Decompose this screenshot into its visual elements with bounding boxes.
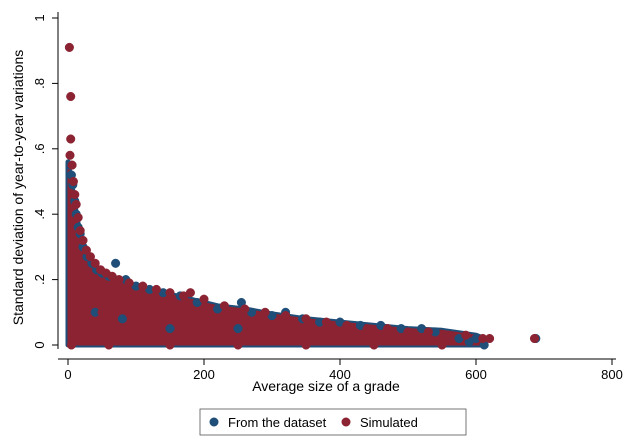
simulated-point [138, 281, 148, 291]
simulated-point [185, 288, 195, 298]
dataset-point [117, 314, 127, 324]
simulated-point [85, 252, 95, 262]
simulated-point [67, 160, 77, 170]
legend-marker-dataset [209, 417, 219, 427]
x-tick-label: 200 [193, 367, 215, 382]
legend-label-simulated: Simulated [360, 415, 418, 430]
simulated-point [97, 307, 107, 317]
legend: From the dataset Simulated [199, 408, 467, 436]
simulated-point [529, 333, 540, 344]
x-tick-label: 400 [329, 367, 351, 382]
simulated-point [165, 288, 175, 298]
simulated-point [104, 340, 114, 350]
simulated-point [68, 176, 78, 187]
x-tick-label: 0 [64, 367, 71, 382]
simulated-point [64, 42, 74, 52]
simulated-point [81, 245, 91, 255]
y-tick-label: .2 [32, 274, 47, 285]
simulated-point [66, 91, 76, 102]
simulated-point [444, 330, 454, 340]
simulated-point [281, 311, 291, 321]
simulated-point [75, 226, 85, 236]
simulated-point [131, 317, 141, 327]
simulated-point [383, 324, 393, 334]
dataset-point [165, 324, 175, 334]
legend-box [199, 408, 467, 436]
simulated-point [114, 275, 124, 285]
simulated-point [342, 320, 352, 330]
simulated-point [240, 304, 250, 314]
simulated-point [165, 340, 175, 350]
simulated-point [437, 340, 447, 350]
points-layer [64, 42, 541, 350]
y-axis-title: Standard deviation of year-to-year varia… [10, 50, 26, 325]
simulated-point [124, 278, 134, 288]
simulated-point [78, 235, 88, 245]
simulated-point [369, 340, 379, 350]
legend-marker-simulated [341, 417, 351, 427]
simulated-point [321, 317, 331, 327]
simulated-point [362, 324, 372, 334]
simulated-point [199, 294, 209, 304]
simulated-point [70, 190, 80, 200]
y-tick-label: .8 [32, 78, 47, 89]
simulated-point [73, 212, 83, 223]
legend-label-dataset: From the dataset [228, 415, 327, 430]
x-tick-label: 800 [601, 367, 623, 382]
simulated-point [90, 258, 100, 268]
simulated-point [77, 324, 87, 334]
simulated-point [267, 324, 277, 334]
simulated-point [65, 150, 75, 160]
simulated-point [71, 199, 81, 209]
simulated-point [151, 284, 161, 294]
y-tick-label: .4 [32, 209, 47, 220]
simulated-point [403, 327, 413, 337]
simulated-point [485, 333, 495, 344]
y-tick-label: 0 [32, 341, 47, 348]
y-tick-label: 1 [32, 14, 47, 21]
simulated-point [301, 314, 311, 324]
dataset-point [111, 258, 121, 268]
x-tick-label: 600 [465, 367, 487, 382]
simulated-point [199, 320, 209, 330]
simulated-point [260, 307, 270, 317]
simulated-point [301, 340, 311, 350]
x-axis-title: Average size of a grade [252, 378, 400, 394]
axes-layer: 0 .2 .4 .6 .8 1 0 200 400 600 800 Average size of a… [10, 12, 623, 394]
simulated-point [461, 330, 471, 340]
simulated-point [66, 340, 76, 350]
simulated-point [423, 327, 433, 337]
simulated-point [66, 134, 76, 144]
simulated-point [233, 340, 243, 350]
simulated-point [219, 301, 229, 311]
y-tick-label: .6 [32, 143, 47, 154]
dataset-point [233, 324, 243, 334]
